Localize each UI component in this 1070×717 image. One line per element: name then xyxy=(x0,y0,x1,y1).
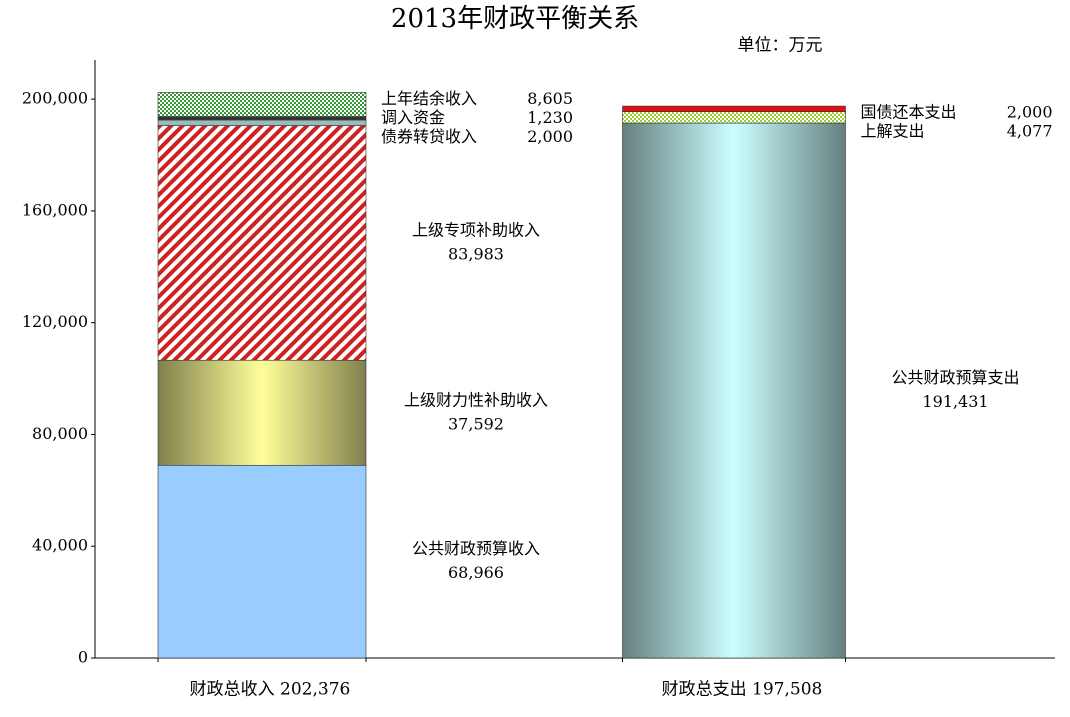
bar-segment xyxy=(622,111,846,124)
segment-name: 公共财政预算收入 xyxy=(412,539,540,558)
bar-segment xyxy=(157,92,367,117)
bar-segment xyxy=(157,116,367,121)
segment-name: 上解支出 xyxy=(861,122,925,141)
bar-segment xyxy=(622,105,846,112)
segment-name: 上年结余收入 xyxy=(381,89,477,108)
bar-segment xyxy=(157,464,367,659)
value-label: 83,983 xyxy=(448,244,504,263)
segment-name: 债券转贷收入 xyxy=(381,127,477,146)
chart-subtitle: 单位：万元 xyxy=(738,36,823,56)
y-tick-label: 0 xyxy=(78,648,88,667)
value-label: 4,077 xyxy=(1007,122,1053,141)
segment-name: 上级专项补助收入 xyxy=(412,220,540,239)
bar-segment xyxy=(157,119,367,126)
y-tick-label: 120,000 xyxy=(22,312,88,331)
segment-name: 上级财力性补助收入 xyxy=(404,390,548,409)
segment-name: 公共财政预算支出 xyxy=(891,368,1019,387)
value-label: 37,592 xyxy=(448,414,504,433)
value-label: 1,230 xyxy=(527,108,573,127)
value-label: 2,000 xyxy=(1007,103,1053,122)
y-tick-label: 40,000 xyxy=(32,536,88,555)
bar-segment xyxy=(622,122,846,659)
value-label: 68,966 xyxy=(448,563,504,582)
y-tick-label: 160,000 xyxy=(22,200,88,219)
value-label: 8,605 xyxy=(527,89,573,108)
segment-name: 调入资金 xyxy=(381,108,445,127)
x-tick-label: 财政总支出 197,508 xyxy=(662,680,823,700)
value-label: 191,431 xyxy=(922,392,988,411)
segment-name: 国债还本支出 xyxy=(861,103,957,122)
bar-segment xyxy=(157,125,367,361)
x-tick-label: 财政总收入 202,376 xyxy=(190,680,351,700)
chart-title: 2013年财政平衡关系 xyxy=(391,4,639,34)
y-tick-label: 80,000 xyxy=(32,424,88,443)
y-tick-label: 200,000 xyxy=(22,89,88,108)
bar-segment xyxy=(157,359,367,466)
value-label: 2,000 xyxy=(527,127,573,146)
